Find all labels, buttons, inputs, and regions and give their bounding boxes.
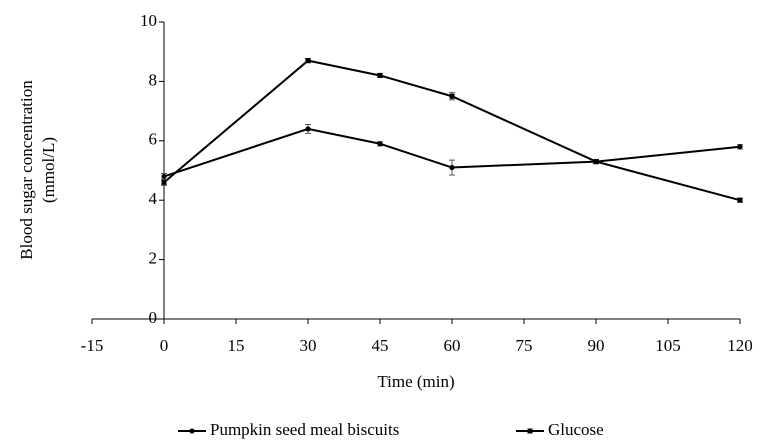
marker: [449, 93, 455, 99]
x-tick-label: 30: [300, 336, 317, 355]
line: [163, 59, 741, 202]
x-tick-label: 90: [588, 336, 605, 355]
y-axis-label-line: (mmol/L): [39, 137, 58, 203]
legend-label: Glucose: [548, 420, 604, 439]
marker: [305, 58, 311, 64]
y-tick-label: 0: [149, 308, 158, 327]
y-tick-label: 2: [149, 249, 158, 268]
marker: [377, 141, 383, 147]
marker: [737, 197, 743, 203]
x-tick-label: 45: [372, 336, 389, 355]
x-tick-label: 15: [228, 336, 245, 355]
marker: [161, 179, 167, 185]
x-tick-label: 0: [160, 336, 169, 355]
y-tick-label: 10: [140, 11, 157, 30]
x-tick-label: 60: [444, 336, 461, 355]
marker: [737, 144, 743, 150]
marker: [305, 126, 311, 132]
marker: [527, 428, 533, 434]
x-tick-label: -15: [81, 336, 104, 355]
marker: [377, 72, 383, 78]
marker: [593, 159, 599, 165]
y-axis-label-line: Blood sugar concentration: [17, 80, 36, 260]
x-tick-label: 120: [727, 336, 753, 355]
legend-label: Pumpkin seed meal biscuits: [210, 420, 399, 439]
marker: [161, 173, 167, 180]
y-tick-label: 6: [149, 130, 158, 149]
y-tick-label: 8: [149, 70, 158, 89]
marker: [189, 428, 195, 434]
x-tick-label: 105: [655, 336, 681, 355]
y-axis-label: Blood sugar concentration (mmol/L): [17, 80, 58, 260]
x-axis-label: Time (min): [377, 372, 454, 391]
marker: [449, 164, 455, 171]
x-tick-label: 75: [516, 336, 533, 355]
line: [163, 127, 741, 178]
y-tick-label: 4: [149, 189, 158, 208]
